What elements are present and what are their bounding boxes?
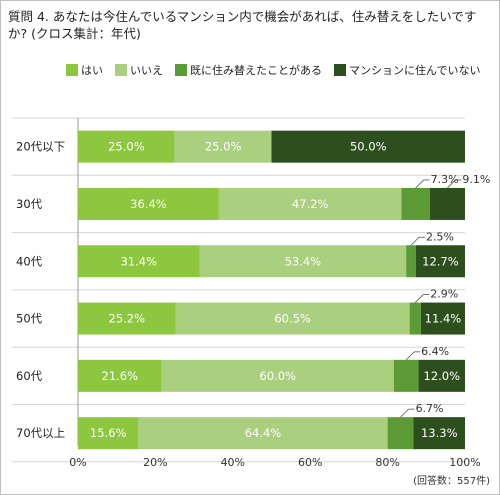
bar-segment [78,245,200,278]
x-tick-label: 0% [69,456,86,469]
data-label: 60.5% [274,312,311,326]
data-label: 12.0% [424,369,461,383]
category-label: 60代 [16,369,43,383]
data-label: 50.0% [350,140,387,154]
data-label: 12.7% [422,254,459,268]
data-label-leader [415,179,424,189]
data-label: 53.4% [285,254,322,268]
chart-title: 質問 4. あなたは今住んでいるマンション内で機会があれば、住み替えをしたいです… [8,9,477,41]
data-label: 2.9% [430,288,458,301]
data-label-leader [405,351,415,361]
bar-segment [393,359,419,392]
category-label: 70代以上 [16,426,65,440]
data-label-leader [400,408,409,418]
legend-label-0: はい [81,64,103,77]
data-label: 9.1% [462,173,490,186]
legend-swatch-2 [175,64,187,76]
legend-item-3: マンションに住んでいない [334,62,480,78]
legend-label-1: いいえ [130,64,163,77]
data-label-leader [410,236,420,246]
data-label: 7.3% [431,173,459,186]
bar-segment [78,417,139,450]
bar-segment [406,245,416,278]
data-label: 11.4% [425,312,462,326]
bar-segment [174,130,272,163]
data-label: 21.6% [102,369,139,383]
data-label: 47.2% [292,197,329,211]
bar-segment [161,359,394,392]
bar-segment [387,417,414,450]
x-tick-label: 60% [298,456,322,469]
bar-segment [199,245,407,278]
bar-segment [271,130,465,163]
data-label: 60.0% [259,369,296,383]
bar-segment [401,187,430,220]
x-tick-label: 40% [221,456,245,469]
data-label: 25.0% [108,140,145,154]
bar-segment [78,302,176,335]
x-tick-label: 100% [449,456,480,469]
data-label: 36.4% [130,197,167,211]
bar-segment [429,187,465,220]
bar-segment [78,359,162,392]
data-label: 25.0% [205,140,242,154]
bar-segment [413,417,465,450]
response-count-note: (回答数：557件) [413,476,490,487]
legend-item-2: 既に住み替えたことがある [175,62,322,78]
x-tick-label: 80% [375,456,399,469]
legend-label-2: 既に住み替えたことがある [190,64,322,77]
legend: はい いいえ 既に住み替えたことがある マンションに住んでいない [66,62,480,78]
bar-segment [218,187,402,220]
data-label: 2.5% [426,230,454,243]
data-label: 6.4% [421,345,449,358]
legend-item-0: はい [66,62,103,78]
data-label: 15.6% [90,426,127,440]
data-label: 25.2% [108,312,145,326]
legend-item-1: いいえ [115,62,163,78]
data-label: 6.7% [416,402,444,415]
data-label: 64.4% [245,426,282,440]
bar-segment [78,130,175,163]
category-label: 20代以下 [16,140,65,154]
category-label: 40代 [16,254,43,268]
category-label: 50代 [16,312,43,326]
data-label: 13.3% [421,426,458,440]
bar-segment [175,302,410,335]
bar-segment [420,302,465,335]
bar-segment [138,417,388,450]
bar-segment [415,245,465,278]
legend-swatch-1 [115,64,127,76]
bar-segment [418,359,465,392]
legend-swatch-0 [66,64,78,76]
bar-segment [409,302,421,335]
x-tick-label: 20% [143,456,167,469]
legend-label-3: マンションに住んでいない [349,64,481,77]
category-label: 30代 [16,197,43,211]
bar-segment [78,187,219,220]
data-label-leader [447,179,456,189]
legend-swatch-3 [334,64,346,76]
data-label: 31.4% [120,254,157,268]
data-label-leader [414,294,424,303]
